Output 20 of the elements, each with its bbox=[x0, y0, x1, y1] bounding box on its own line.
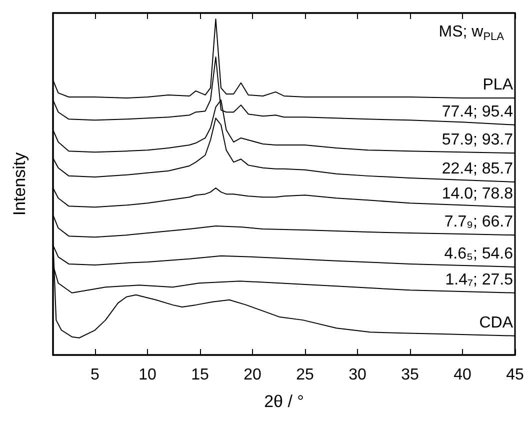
x-axis-title: 2θ / ° bbox=[264, 392, 304, 411]
series-label: 7.7₉; 66.7 bbox=[444, 214, 514, 231]
y-axis-title: Intensity bbox=[10, 152, 29, 216]
series-label: 4.6₅; 54.6 bbox=[444, 245, 514, 262]
x-tick-label: 25 bbox=[296, 366, 314, 384]
x-tick-label: 30 bbox=[348, 366, 366, 384]
x-tick-label: 5 bbox=[90, 366, 100, 384]
series-label: PLA bbox=[482, 76, 514, 94]
x-tick-label: 10 bbox=[138, 366, 156, 384]
series-label: 77.4; 95.4 bbox=[442, 103, 514, 120]
series-label: 1.4₇; 27.5 bbox=[445, 271, 514, 288]
x-tick-label: 20 bbox=[244, 366, 262, 384]
series-label: 57.9; 93.7 bbox=[442, 132, 514, 149]
x-tick-label: 45 bbox=[506, 366, 524, 384]
x-tick-label: 40 bbox=[454, 366, 472, 384]
x-tick-label: 15 bbox=[191, 366, 209, 384]
x-tick-label: 35 bbox=[401, 366, 419, 384]
series-label: 22.4; 85.7 bbox=[442, 160, 514, 178]
series-label: 14.0; 78.8 bbox=[442, 186, 514, 203]
series-label: CDA bbox=[479, 314, 514, 332]
